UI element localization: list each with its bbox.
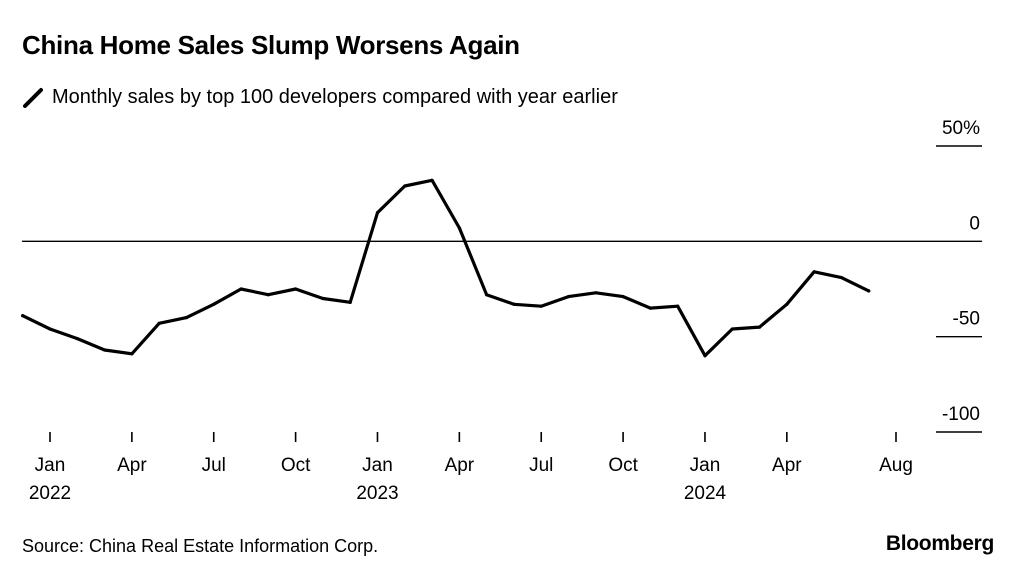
data-point bbox=[594, 291, 598, 295]
x-tick-year-label: 2023 bbox=[356, 483, 398, 504]
data-point bbox=[266, 293, 270, 297]
data-point bbox=[48, 327, 52, 331]
data-point bbox=[403, 184, 407, 188]
data-point bbox=[867, 289, 871, 293]
x-axis: Jan 2022 Apr Jul Oct Jan 2023 Apr Jul Oct Jan 2024 A… bbox=[29, 432, 913, 504]
data-point bbox=[239, 287, 243, 291]
y-tick-label: 0 bbox=[969, 213, 980, 234]
data-point bbox=[184, 316, 189, 320]
data-point bbox=[457, 226, 461, 230]
x-tick-label: Oct bbox=[608, 455, 638, 476]
data-point bbox=[157, 321, 161, 325]
y-axis: 50% 0 -50 -100 bbox=[22, 118, 982, 433]
x-tick-label: Jul bbox=[529, 455, 553, 476]
x-tick-year-label: 2024 bbox=[684, 483, 727, 504]
x-tick-label: Apr bbox=[445, 455, 475, 476]
data-point bbox=[321, 296, 325, 301]
data-point bbox=[75, 336, 79, 341]
legend: Monthly sales by top 100 developers comp… bbox=[22, 86, 618, 109]
x-tick-label: Jan bbox=[690, 455, 721, 476]
series-line bbox=[21, 178, 871, 358]
legend-label: Monthly sales by top 100 developers comp… bbox=[52, 86, 618, 108]
brand-logo: Bloomberg bbox=[885, 532, 994, 555]
data-point bbox=[430, 178, 434, 182]
data-point bbox=[485, 293, 489, 297]
x-tick-label: Jan bbox=[35, 455, 66, 476]
x-tick-label: Aug bbox=[879, 455, 913, 476]
series-layer bbox=[21, 178, 871, 358]
data-point bbox=[102, 348, 107, 352]
data-point bbox=[294, 287, 298, 291]
x-tick-label: Oct bbox=[281, 455, 311, 476]
data-point bbox=[730, 327, 734, 331]
y-tick-label: -50 bbox=[953, 309, 980, 330]
data-point bbox=[621, 295, 625, 299]
data-point bbox=[512, 302, 516, 306]
data-point bbox=[676, 304, 680, 308]
data-point bbox=[21, 314, 25, 318]
y-tick-label: -100 bbox=[942, 404, 980, 425]
x-tick-label: Jan bbox=[362, 455, 393, 476]
y-tick-label: 50% bbox=[942, 118, 980, 139]
line-swatch-icon bbox=[23, 87, 43, 108]
data-point bbox=[812, 270, 816, 274]
data-point bbox=[539, 304, 543, 308]
x-tick-label: Jul bbox=[202, 455, 226, 476]
data-point bbox=[785, 302, 789, 306]
data-point bbox=[839, 275, 844, 280]
source-note: Source: China Real Estate Information Co… bbox=[22, 536, 379, 556]
x-tick-label: Apr bbox=[772, 455, 802, 476]
data-point bbox=[212, 302, 216, 306]
data-point bbox=[375, 211, 380, 215]
data-point bbox=[566, 295, 571, 299]
data-point bbox=[648, 306, 652, 310]
data-point bbox=[348, 300, 352, 304]
data-point bbox=[757, 325, 762, 329]
x-tick-label: Apr bbox=[117, 455, 147, 476]
chart-title: China Home Sales Slump Worsens Again bbox=[22, 30, 520, 60]
x-tick-year-label: 2022 bbox=[29, 483, 71, 504]
data-point bbox=[130, 352, 134, 356]
data-point bbox=[703, 354, 707, 358]
